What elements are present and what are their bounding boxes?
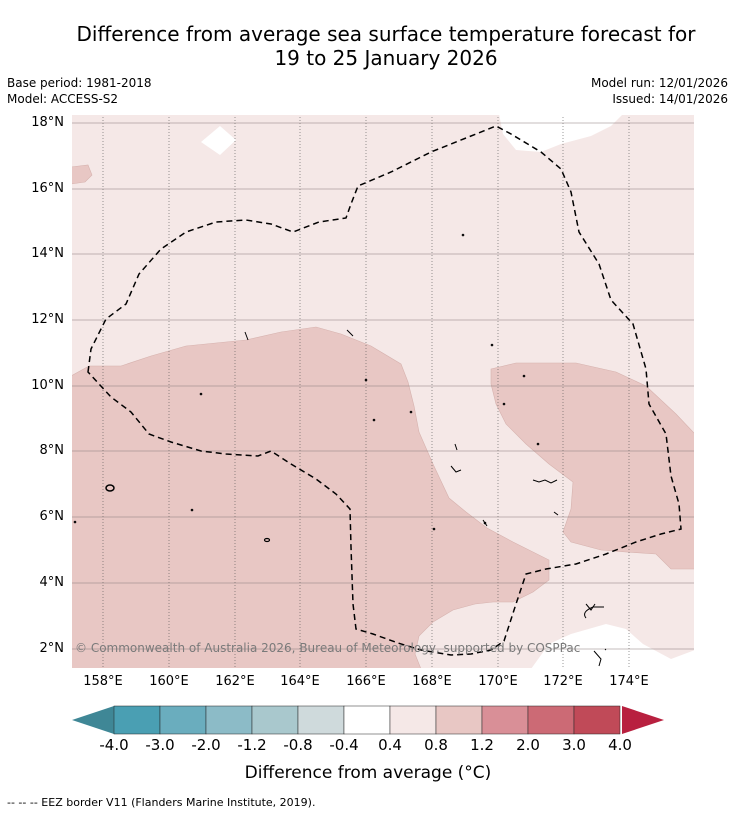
colorbar-title: Difference from average (°C) xyxy=(244,763,492,783)
lat-label-18n: 18°N xyxy=(31,115,64,130)
colorbar-bin xyxy=(297,705,345,735)
lon-label-164e: 164°E xyxy=(280,674,320,689)
issued-date: Issued: 14/01/2026 xyxy=(612,92,728,106)
anomaly-neutral-patch-southeast xyxy=(531,624,695,669)
colorbar-bin xyxy=(159,705,207,735)
anomaly-0-8-to-1-2-small-patch xyxy=(71,164,93,185)
colorbar-under-arrow xyxy=(72,706,114,734)
lon-label-166e: 166°E xyxy=(346,674,386,689)
colorbar-bin xyxy=(113,705,161,735)
lon-label-160e: 160°E xyxy=(149,674,189,689)
longitude-gridlines xyxy=(102,114,630,669)
lat-label-10n: 10°N xyxy=(31,378,64,393)
lon-label-174e: 174°E xyxy=(609,674,649,689)
lat-label-2n: 2°N xyxy=(39,641,65,656)
lon-label-158e: 158°E xyxy=(83,674,123,689)
colorbar-tick-label: -3.0 xyxy=(145,736,175,754)
lat-label-6n: 6°N xyxy=(39,509,65,524)
colorbar-bin xyxy=(251,705,299,735)
anomaly-neutral-patch-north xyxy=(201,126,236,155)
colorbar xyxy=(72,705,664,735)
title-line-1: Difference from average sea surface temp… xyxy=(76,22,696,46)
metadata-right: Model run: 12/01/2026 Issued: 14/01/2026 xyxy=(591,75,728,107)
colorbar-tick-label: 4.0 xyxy=(608,736,632,754)
title-line-2: 19 to 25 January 2026 xyxy=(274,46,498,70)
lon-label-168e: 168°E xyxy=(412,674,452,689)
lon-label-172e: 172°E xyxy=(543,674,583,689)
lat-label-4n: 4°N xyxy=(39,575,65,590)
lon-label-162e: 162°E xyxy=(215,674,255,689)
colorbar-tick-label: -1.2 xyxy=(237,736,267,754)
sst-anomaly-map xyxy=(71,114,695,669)
colorbar-tick-label: 0.8 xyxy=(424,736,448,754)
anomaly-neutral-patch-northeast xyxy=(499,114,623,152)
latitude-gridlines xyxy=(71,122,695,650)
lat-label-14n: 14°N xyxy=(31,246,64,261)
colorbar-bin xyxy=(343,705,391,735)
colorbar-bin xyxy=(527,705,575,735)
base-period: Base period: 1981-2018 xyxy=(7,76,152,90)
metadata-left: Base period: 1981-2018 Model: ACCESS-S2 xyxy=(7,75,152,107)
lat-label-16n: 16°N xyxy=(31,181,64,196)
copyright-notice: © Commonwealth of Australia 2026, Bureau… xyxy=(75,641,581,655)
colorbar-bin xyxy=(481,705,529,735)
map-frame xyxy=(71,114,695,669)
anomaly-0-8-to-1-2-west-region xyxy=(71,326,550,669)
colorbar-tick-label: 3.0 xyxy=(562,736,586,754)
colorbar-over-arrow xyxy=(622,706,664,734)
colorbar-bin xyxy=(435,705,483,735)
colorbar-bins xyxy=(113,705,621,735)
colorbar-tick-label: 0.4 xyxy=(378,736,402,754)
lat-label-8n: 8°N xyxy=(39,443,65,458)
colorbar-tick-label: -2.0 xyxy=(191,736,221,754)
lon-label-170e: 170°E xyxy=(478,674,518,689)
colorbar-bin xyxy=(389,705,437,735)
colorbar-tick-label: -4.0 xyxy=(99,736,129,754)
model-run: Model run: 12/01/2026 xyxy=(590,76,728,90)
lat-label-12n: 12°N xyxy=(31,312,64,327)
colorbar-tick-label: 1.2 xyxy=(470,736,494,754)
colorbar-tick-label: -0.8 xyxy=(283,736,313,754)
map-title: Difference from average sea surface temp… xyxy=(0,22,736,70)
eez-legend: -- -- -- EEZ border V11 (Flanders Marine… xyxy=(7,796,316,809)
colorbar-tick-label: -0.4 xyxy=(329,736,359,754)
colorbar-bin xyxy=(573,705,621,735)
model-name: Model: ACCESS-S2 xyxy=(7,92,119,106)
colorbar-bin xyxy=(205,705,253,735)
colorbar-tick-label: 2.0 xyxy=(516,736,540,754)
islands xyxy=(73,233,607,667)
